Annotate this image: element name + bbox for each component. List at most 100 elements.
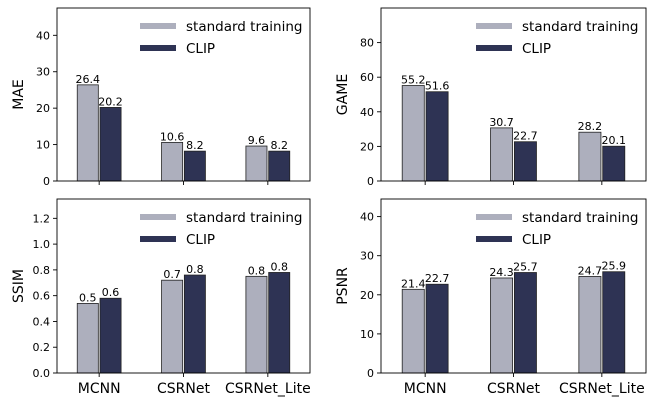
bar-value-label: 22.7 [513, 130, 538, 143]
y-tick-label: 40 [36, 29, 50, 42]
bar-clip-mcnn [425, 91, 449, 182]
y-tick-label: 1.0 [33, 238, 51, 251]
bar-value-label: 20.2 [98, 95, 123, 108]
bar-value-label: 20.1 [602, 134, 627, 147]
bar-value-label: 0.8 [270, 260, 288, 273]
bar-standard-csrnet [161, 279, 184, 374]
legend-label-standard: standard training [186, 210, 302, 226]
bar-clip-csrnet_lite [602, 271, 626, 374]
legend-swatch-standard [476, 23, 512, 29]
legend-swatch-clip [140, 45, 176, 51]
y-tick-label: 0 [43, 175, 50, 188]
bar-standard-mcnn [76, 302, 99, 374]
bar-clip-mcnn [425, 283, 449, 374]
legend-swatch-standard [140, 214, 176, 220]
bar-clip-csrnet_lite [268, 272, 291, 374]
legend-swatch-clip [476, 236, 512, 242]
x-tick-label: CSRNet [487, 381, 540, 397]
legend-label-clip: CLIP [186, 232, 215, 248]
legend-label-clip: CLIP [186, 41, 215, 57]
bar-value-label: 21.4 [401, 277, 426, 290]
bar-value-label: 55.2 [401, 74, 426, 87]
y-tick-label: 40 [360, 211, 374, 224]
bar-standard-csrnet_lite [578, 131, 602, 182]
legend-swatch-clip [476, 45, 512, 51]
bar-standard-mcnn [401, 288, 425, 374]
bar-value-label: 30.7 [489, 116, 514, 129]
bar-clip-csrnet_lite [268, 150, 291, 182]
bar-value-label: 8.2 [186, 139, 204, 152]
bar-value-label: 25.9 [602, 260, 627, 273]
bar-standard-csrnet_lite [245, 275, 268, 374]
bar-value-label: 0.7 [163, 268, 181, 281]
bar-value-label: 24.3 [489, 266, 514, 279]
bar-standard-mcnn [401, 85, 425, 182]
bar-value-label: 9.6 [248, 134, 266, 147]
legend-swatch-standard [140, 23, 176, 29]
bar-value-label: 0.6 [102, 286, 120, 299]
bar-standard-csrnet [490, 127, 514, 182]
legend-swatch-clip [140, 236, 176, 242]
bar-standard-csrnet [490, 277, 514, 374]
y-tick-label: 0.8 [33, 264, 51, 277]
legend-label-standard: standard training [522, 19, 638, 35]
bar-clip-csrnet [183, 150, 206, 182]
bar-clip-csrnet [513, 272, 537, 374]
x-tick-label: MCNN [404, 381, 447, 397]
bar-clip-csrnet_lite [602, 145, 626, 182]
y-tick-label: 1.2 [33, 212, 51, 225]
bar-standard-csrnet [161, 141, 184, 182]
legend-label-standard: standard training [186, 19, 302, 35]
bar-clip-mcnn [99, 107, 122, 182]
chart-panel-1: 26.420.210.68.2 9.6 8.2010203040MAEstandar… [11, 7, 311, 188]
bar-standard-mcnn [76, 84, 99, 182]
bar-standard-csrnet_lite [578, 276, 602, 374]
bar-value-label: 51.6 [425, 80, 450, 93]
chart-panel-4: 21.4 22.7 24.3 25.7 24.7 25.9 0 10 20 30 40 MCNN CSR… [335, 198, 647, 397]
bar-value-label: 0.5 [79, 291, 97, 304]
y-axis-label: PSNR [335, 267, 351, 305]
bar-standard-csrnet_lite [245, 145, 268, 182]
y-tick-label: 0 [367, 367, 374, 380]
y-axis-label: GAME [335, 74, 351, 115]
y-tick-label: 0.2 [33, 341, 51, 354]
y-tick-label: 60 [360, 71, 374, 84]
y-tick-label: 40 [360, 106, 374, 119]
bar-value-label: 8.2 [270, 139, 288, 152]
bar-value-label: 0.8 [186, 263, 204, 276]
x-tick-label: CSRNet_Lite [225, 381, 311, 397]
legend-swatch-standard [476, 214, 512, 220]
bar-value-label: 0.8 [248, 264, 266, 277]
legend-label-clip: CLIP [522, 41, 551, 57]
y-tick-label: 10 [360, 328, 374, 341]
legend-label-standard: standard training [522, 210, 638, 226]
chart-panel-3: 0.5 0.6 0.7 0.8 0.8 0.8 0.0 0.2 0.4 0.6 0.8 1.0 1.2 M… [11, 198, 311, 397]
y-tick-label: 0.6 [33, 290, 51, 303]
legend-label-clip: CLIP [522, 232, 551, 248]
bar-value-label: 28.2 [578, 120, 603, 133]
y-tick-label: 0.0 [33, 367, 51, 380]
y-tick-label: 10 [36, 139, 50, 152]
bar-value-label: 26.4 [76, 73, 101, 86]
y-axis-label: MAE [11, 79, 27, 110]
x-tick-label: CSRNet [157, 381, 210, 397]
chart-panel-2: 55.2 51.6 30.722.7 28.220.1 0 20 40 60 80 GAME sta… [335, 7, 647, 188]
bar-clip-mcnn [99, 297, 122, 374]
bar-value-label: 24.7 [578, 264, 603, 277]
bar-clip-csrnet [183, 274, 206, 374]
y-axis-label: SSIM [11, 269, 27, 303]
bar-value-label: 22.7 [425, 272, 450, 285]
bar-value-label: 25.7 [513, 261, 538, 274]
bar-clip-csrnet [513, 141, 537, 182]
y-tick-label: 30 [360, 250, 374, 263]
y-tick-label: 20 [36, 102, 50, 115]
y-tick-label: 20 [360, 140, 374, 153]
x-tick-label: MCNN [78, 381, 121, 397]
x-tick-label: CSRNet_Lite [559, 381, 645, 397]
y-tick-label: 80 [360, 37, 374, 50]
y-tick-label: 20 [360, 289, 374, 302]
y-tick-label: 30 [36, 66, 50, 79]
y-tick-label: 0 [367, 175, 374, 188]
y-tick-label: 0.4 [33, 315, 51, 328]
